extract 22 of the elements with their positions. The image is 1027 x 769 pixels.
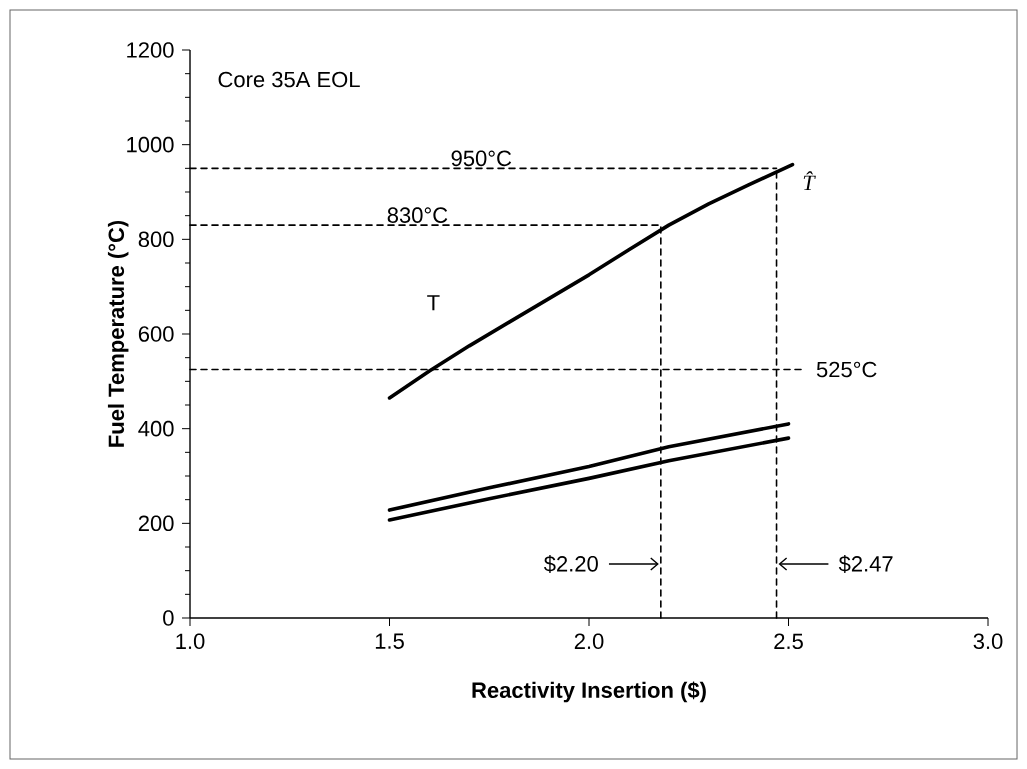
annotation: $2.20 xyxy=(543,555,598,573)
x-tick-label: 1.0 xyxy=(176,633,205,650)
y-tick-label: 1000 xyxy=(127,136,174,153)
annotation: 830°C xyxy=(387,207,448,223)
annotation: Core 35A EOL xyxy=(218,71,360,88)
y-tick-label: 1200 xyxy=(127,42,174,58)
y-tick-label: 200 xyxy=(138,515,174,532)
annotation: T xyxy=(427,295,440,311)
x-tick-label: 1.5 xyxy=(375,633,404,649)
annotation: $2.47 xyxy=(838,555,893,573)
y-tick-label: 800 xyxy=(138,231,174,248)
x-axis-title: Reactivity Insertion ($) xyxy=(472,681,706,703)
y-axis-title: Fuel Temperature (°C) xyxy=(107,220,129,447)
annotation: 950°C xyxy=(451,150,512,167)
annotation: T̂ xyxy=(803,171,816,191)
annotation: 525°C xyxy=(816,361,877,378)
x-tick-label: 2.5 xyxy=(774,633,803,650)
y-tick-label: 600 xyxy=(138,326,174,342)
x-tick-label: 2.0 xyxy=(574,633,604,650)
y-tick-label: 400 xyxy=(138,420,174,437)
y-tick-label: 0 xyxy=(163,610,174,626)
x-tick-label: 3.0 xyxy=(973,633,1003,650)
